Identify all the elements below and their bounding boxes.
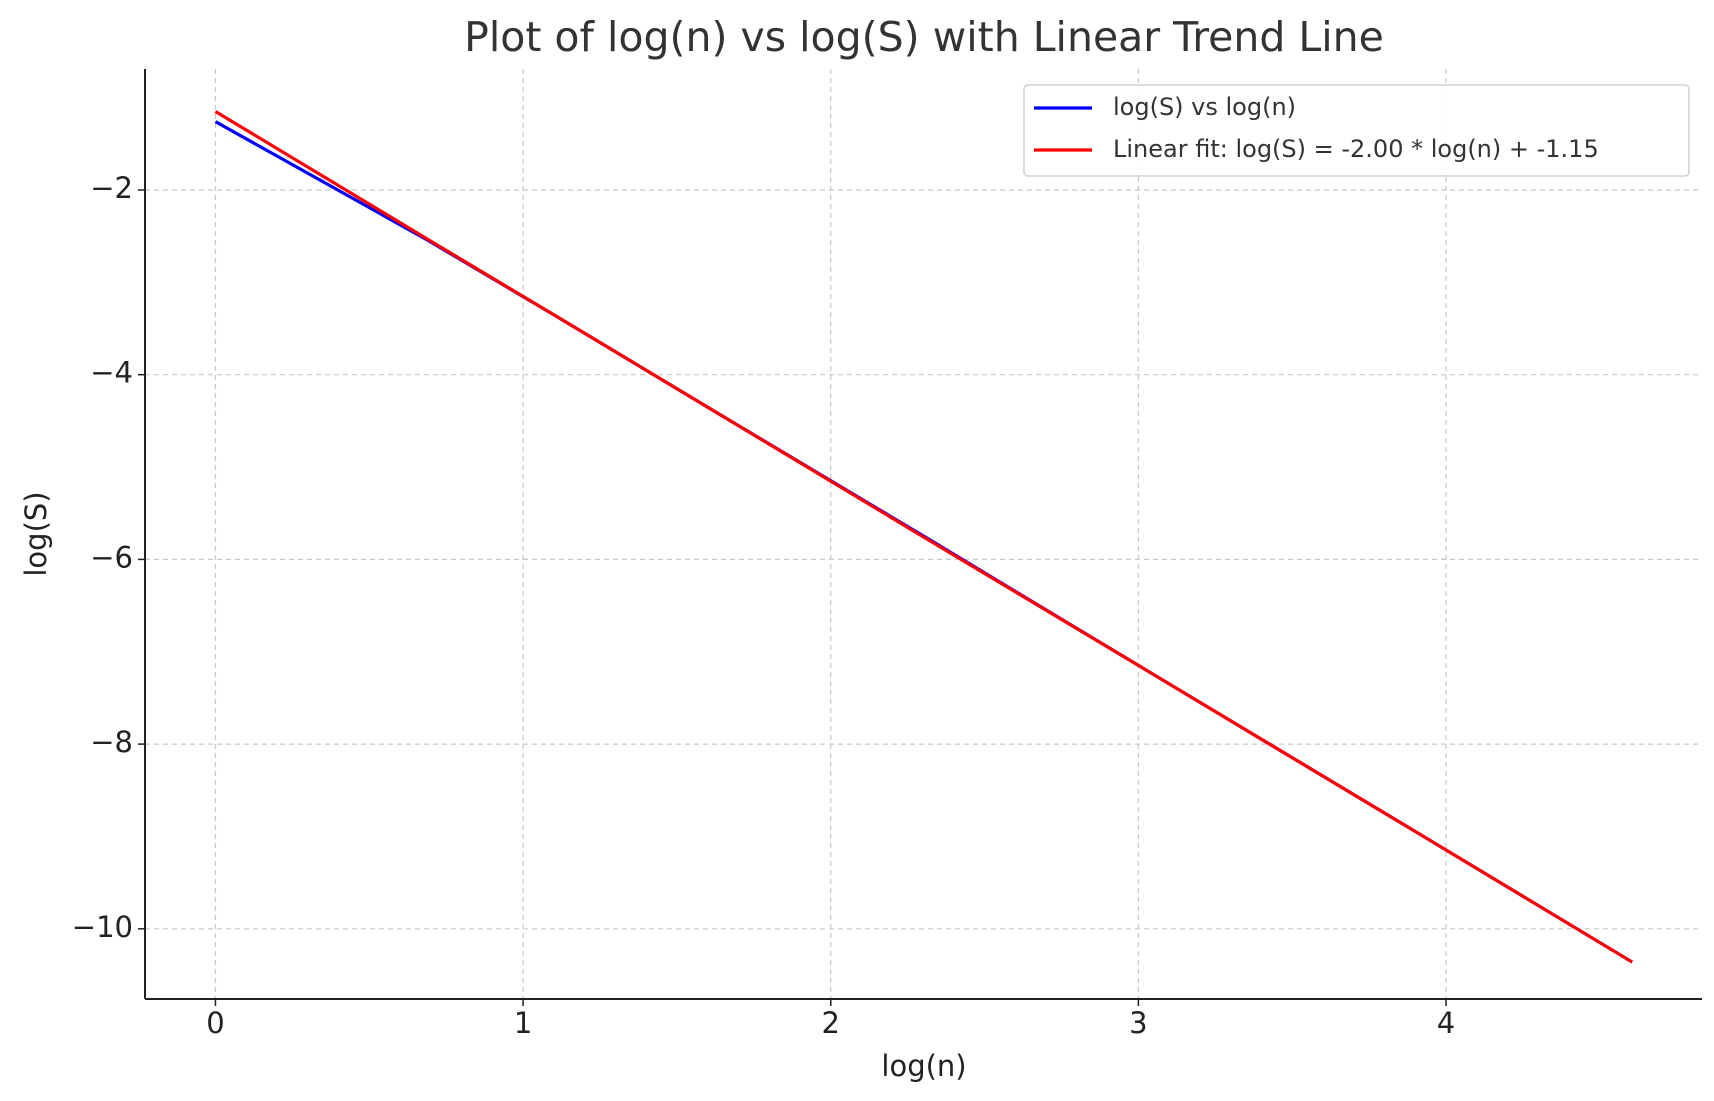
chart-title: Plot of log(n) vs log(S) with Linear Tre…: [464, 13, 1384, 61]
x-tick-label: 0: [206, 1006, 224, 1040]
x-tick-label: 4: [1437, 1006, 1455, 1040]
data-line: [214, 110, 1633, 964]
x-axis-label: log(n): [881, 1049, 966, 1083]
y-tick-label: −2: [90, 171, 133, 205]
legend-box: [1023, 84, 1690, 177]
legend-label: Linear fit: log(S) = -2.00 * log(n) + -1…: [1113, 135, 1599, 163]
x-tick-label: 3: [1129, 1006, 1147, 1040]
x-tick-label: 1: [514, 1006, 532, 1040]
legend-label: log(S) vs log(n): [1113, 93, 1296, 121]
x-tick-label: 2: [822, 1006, 840, 1040]
y-tick-label: −10: [72, 910, 133, 944]
data-line: [214, 120, 1633, 964]
y-axis-label: log(S): [19, 491, 53, 576]
y-tick-label: −8: [90, 725, 133, 759]
y-tick-label: −6: [90, 540, 133, 574]
y-tick-label: −4: [90, 356, 133, 390]
